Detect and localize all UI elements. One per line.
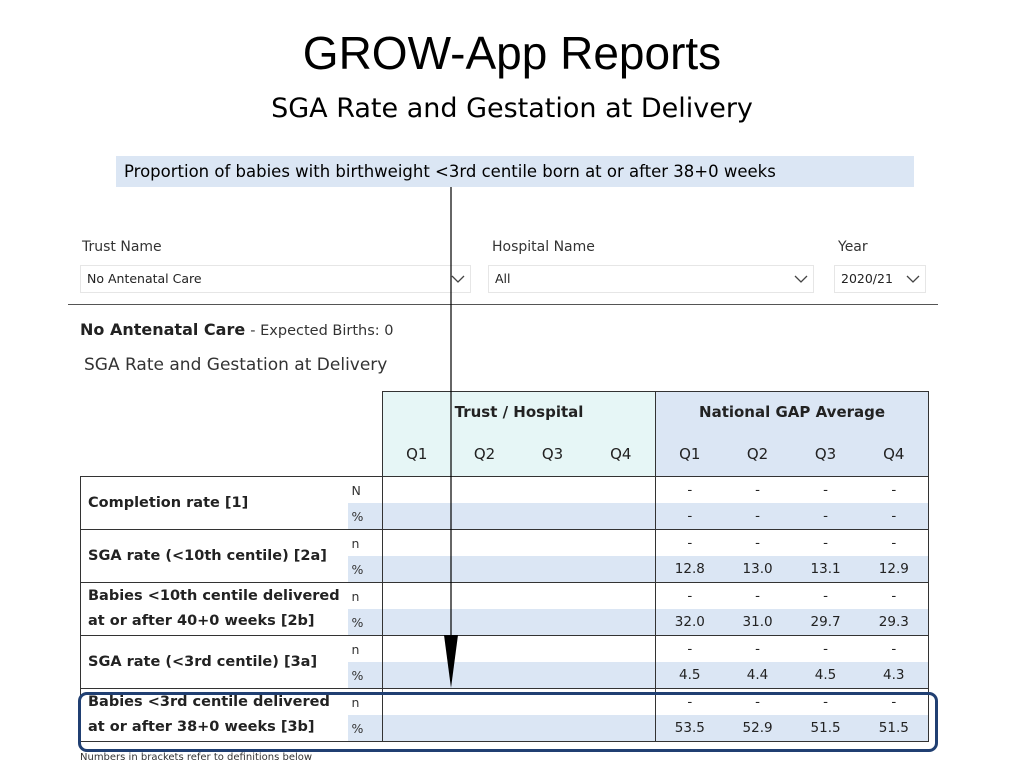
- national-cell: 52.9: [723, 715, 792, 742]
- national-cell: -: [723, 635, 792, 662]
- national-cell: -: [859, 529, 930, 556]
- national-cell: 13.1: [791, 556, 860, 583]
- trust-q2-header: Q2: [450, 432, 519, 477]
- chevron-down-icon: [794, 275, 808, 283]
- table-row: % 32.0 31.0 29.7 29.3: [81, 609, 930, 636]
- row-label: Babies <10th centile delivered at or aft…: [80, 582, 348, 636]
- row-label-line: Babies <10th centile delivered: [88, 588, 340, 604]
- table-row: % 53.5 52.9 51.5 51.5: [81, 715, 930, 742]
- national-cell: 4.4: [723, 662, 792, 689]
- page-title: GROW-App Reports: [302, 27, 722, 79]
- table-row: % - - - -: [81, 503, 930, 530]
- table-row: % 4.5 4.4 4.5 4.3: [81, 662, 930, 689]
- row-label: Completion rate [1]: [80, 476, 348, 530]
- national-cell: -: [723, 503, 792, 530]
- row-sub-label: %: [347, 662, 383, 689]
- entity-name: No Antenatal Care: [80, 320, 246, 339]
- national-cell: 29.7: [791, 609, 860, 636]
- report-table: Trust / Hospital National GAP Average Q1…: [80, 391, 930, 742]
- chevron-down-icon: [451, 275, 465, 283]
- row-sub-label: n: [347, 635, 383, 662]
- highlight-box: [78, 692, 938, 752]
- table-row: SGA rate (<3rd centile) [3a] n - - - -: [80, 635, 930, 689]
- national-cell: 13.0: [723, 556, 792, 583]
- national-cell: -: [723, 529, 792, 556]
- national-cell: -: [791, 529, 860, 556]
- national-cell: 12.9: [859, 556, 930, 583]
- national-cell: -: [723, 476, 792, 503]
- hospital-filter-label: Hospital Name: [492, 239, 595, 255]
- trust-q3-header: Q3: [518, 432, 587, 477]
- row-label-line: at or after 38+0 weeks [3b]: [88, 719, 315, 735]
- row-sub-label: %: [347, 609, 383, 636]
- entity-heading: No Antenatal Care - Expected Births: 0: [80, 320, 393, 339]
- national-cell: -: [859, 476, 930, 503]
- national-cell: -: [859, 503, 930, 530]
- callout-banner: Proportion of babies with birthweight <3…: [116, 156, 914, 187]
- national-cell: 4.5: [655, 662, 724, 689]
- chevron-down-icon: [906, 275, 920, 283]
- row-label: Babies <3rd centile delivered at or afte…: [80, 688, 348, 742]
- table-row: SGA rate (<10th centile) [2a] n - - - -: [80, 529, 930, 583]
- national-q3-header: Q3: [791, 432, 860, 477]
- trust-select[interactable]: No Antenatal Care: [80, 265, 471, 293]
- national-cell: -: [791, 635, 860, 662]
- page-subtitle: SGA Rate and Gestation at Delivery: [271, 93, 753, 124]
- national-q4-header: Q4: [859, 432, 930, 477]
- trust-q1-header: Q1: [382, 432, 451, 477]
- row-sub-label: n: [347, 582, 383, 609]
- national-q2-header: Q2: [723, 432, 792, 477]
- expected-births: - Expected Births: 0: [250, 323, 394, 339]
- row-sub-label: %: [347, 556, 383, 583]
- row-sub-label: %: [347, 715, 383, 742]
- divider: [68, 304, 938, 305]
- year-filter-label: Year: [838, 239, 868, 255]
- row-label-line: Babies <3rd centile delivered: [88, 694, 330, 710]
- national-cell: -: [859, 635, 930, 662]
- section-title: SGA Rate and Gestation at Delivery: [84, 355, 388, 375]
- national-cell: -: [859, 582, 930, 609]
- row-label-line: at or after 40+0 weeks [2b]: [88, 613, 315, 629]
- trust-q4-header: Q4: [586, 432, 656, 477]
- trust-filter-label: Trust Name: [82, 239, 162, 255]
- national-q1-header: Q1: [655, 432, 724, 477]
- footnote: Numbers in brackets refer to definitions…: [80, 752, 313, 763]
- trust-group-header: Trust / Hospital: [381, 391, 656, 432]
- table-row: Babies <10th centile delivered at or aft…: [80, 582, 930, 636]
- national-cell: 53.5: [655, 715, 724, 742]
- national-cell: -: [655, 635, 724, 662]
- national-cell: 51.5: [791, 715, 860, 742]
- national-cell: 12.8: [655, 556, 724, 583]
- national-cell: 32.0: [655, 609, 724, 636]
- row-sub-label: N: [347, 476, 383, 503]
- national-cell: -: [791, 476, 860, 503]
- national-cell: -: [655, 582, 724, 609]
- national-cell: 51.5: [859, 715, 930, 742]
- national-cell: -: [655, 476, 724, 503]
- table-row: % 12.8 13.0 13.1 12.9: [81, 556, 930, 583]
- row-label: SGA rate (<10th centile) [2a]: [80, 529, 348, 583]
- national-cell: 4.5: [791, 662, 860, 689]
- table-row: Completion rate [1] N - - - -: [80, 476, 930, 530]
- hospital-select-value: All: [495, 271, 511, 286]
- national-cell: -: [791, 582, 860, 609]
- row-sub-label: %: [347, 503, 383, 530]
- national-cell: -: [723, 582, 792, 609]
- national-cell: -: [791, 503, 860, 530]
- trust-select-value: No Antenatal Care: [87, 271, 202, 286]
- row-sub-label: n: [347, 529, 383, 556]
- row-label: SGA rate (<3rd centile) [3a]: [80, 635, 348, 689]
- national-cell: 29.3: [859, 609, 930, 636]
- national-group-header: National GAP Average: [655, 391, 930, 432]
- table-row: Babies <3rd centile delivered at or afte…: [80, 688, 930, 742]
- national-cell: -: [655, 503, 724, 530]
- national-cell: -: [655, 529, 724, 556]
- hospital-select[interactable]: All: [488, 265, 814, 293]
- national-cell: 31.0: [723, 609, 792, 636]
- year-select-value: 2020/21: [841, 271, 893, 286]
- year-select[interactable]: 2020/21: [834, 265, 926, 293]
- national-cell: 4.3: [859, 662, 930, 689]
